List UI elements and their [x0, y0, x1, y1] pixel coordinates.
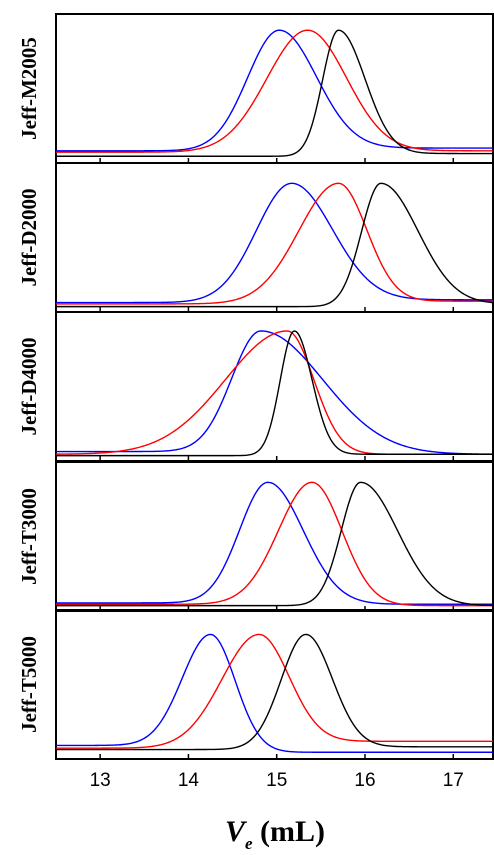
- blue-curve: [56, 633, 493, 753]
- x-tick-label: 14: [178, 770, 200, 791]
- blue-curve: [56, 330, 494, 455]
- x-axis-label: Ve (mL): [225, 815, 325, 853]
- blue-curve: [56, 182, 493, 304]
- x-tick-label: 15: [266, 770, 287, 791]
- x-tick-label: 17: [443, 770, 464, 791]
- panel-jeff-t5000: Jeff-T5000: [17, 609, 494, 760]
- black-curve: [56, 633, 493, 751]
- black-curve: [56, 330, 493, 457]
- blue-curve: [56, 29, 493, 152]
- panel-frame: [55, 13, 494, 164]
- panel-jeff-t3000: Jeff-T3000: [17, 461, 494, 612]
- x-axis-label-subscript: e: [245, 834, 253, 853]
- x-axis-label-unit: (mL): [253, 815, 325, 848]
- red-curve: [56, 29, 493, 153]
- panel-label: Jeff-T3000: [17, 488, 41, 585]
- x-tick-label: 13: [90, 770, 111, 791]
- x-axis: 13 14 15 16 17: [90, 770, 464, 791]
- panel-label: Jeff-D2000: [17, 189, 41, 287]
- red-curve: [56, 633, 493, 749]
- panel-label: Jeff-M2005: [17, 37, 41, 140]
- panel-jeff-d4000: Jeff-D4000: [17, 311, 494, 462]
- x-tick-label: 16: [354, 770, 375, 791]
- black-curve: [56, 29, 493, 157]
- panel-frame: [55, 609, 494, 760]
- panels-group: Jeff-M2005 Jeff-D2000 Jeff-D4000 Jeff-T3000…: [17, 13, 494, 760]
- panel-frame: [55, 162, 494, 313]
- blue-curve: [56, 481, 493, 605]
- red-curve: [55, 330, 493, 455]
- red-curve: [56, 481, 493, 607]
- panel-jeff-m2005: Jeff-M2005: [17, 13, 494, 164]
- panel-label: Jeff-T5000: [17, 636, 41, 733]
- panel-label: Jeff-D4000: [17, 338, 41, 436]
- black-curve: [56, 481, 494, 607]
- red-curve: [56, 182, 493, 305]
- panel-jeff-d2000: Jeff-D2000: [17, 162, 494, 313]
- x-axis-label-symbol: V: [225, 815, 248, 848]
- black-curve: [56, 182, 494, 308]
